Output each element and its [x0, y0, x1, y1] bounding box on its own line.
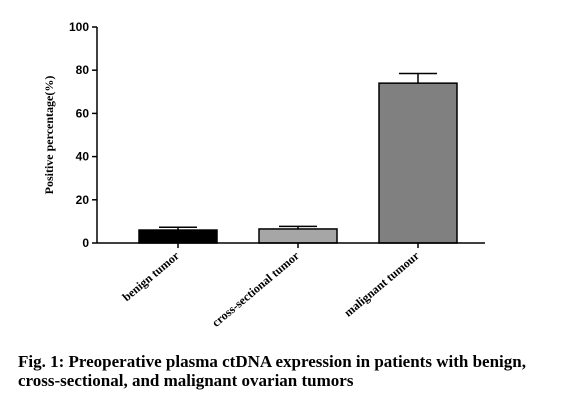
x-category-label: benign tumor	[120, 248, 183, 304]
y-axis-title: Positive percentage(%)	[42, 76, 56, 195]
y-tick-label: 20	[76, 193, 90, 207]
bars	[138, 82, 458, 244]
y-axis: 0 20 40 60 80 100	[69, 20, 98, 250]
x-axis: benign tumor cross-sectional tumor maligna…	[97, 242, 485, 330]
bar-chart: 0 20 40 60 80 100 benign tumor cross-sectional…	[42, 20, 485, 330]
x-category-label: cross-sectional tumor	[209, 248, 302, 329]
bar	[378, 82, 458, 244]
y-tick-label: 100	[69, 20, 89, 34]
y-tick-label: 0	[82, 236, 89, 250]
y-tick-label: 80	[76, 63, 90, 77]
y-tick-label: 40	[76, 150, 90, 164]
bar	[138, 229, 218, 244]
error-bars	[159, 72, 437, 231]
figure-caption: Fig. 1: Preoperative plasma ctDNA expres…	[18, 352, 526, 390]
bar	[258, 228, 338, 244]
y-tick-label: 60	[76, 106, 90, 120]
x-category-label: malignant tumour	[341, 248, 422, 319]
